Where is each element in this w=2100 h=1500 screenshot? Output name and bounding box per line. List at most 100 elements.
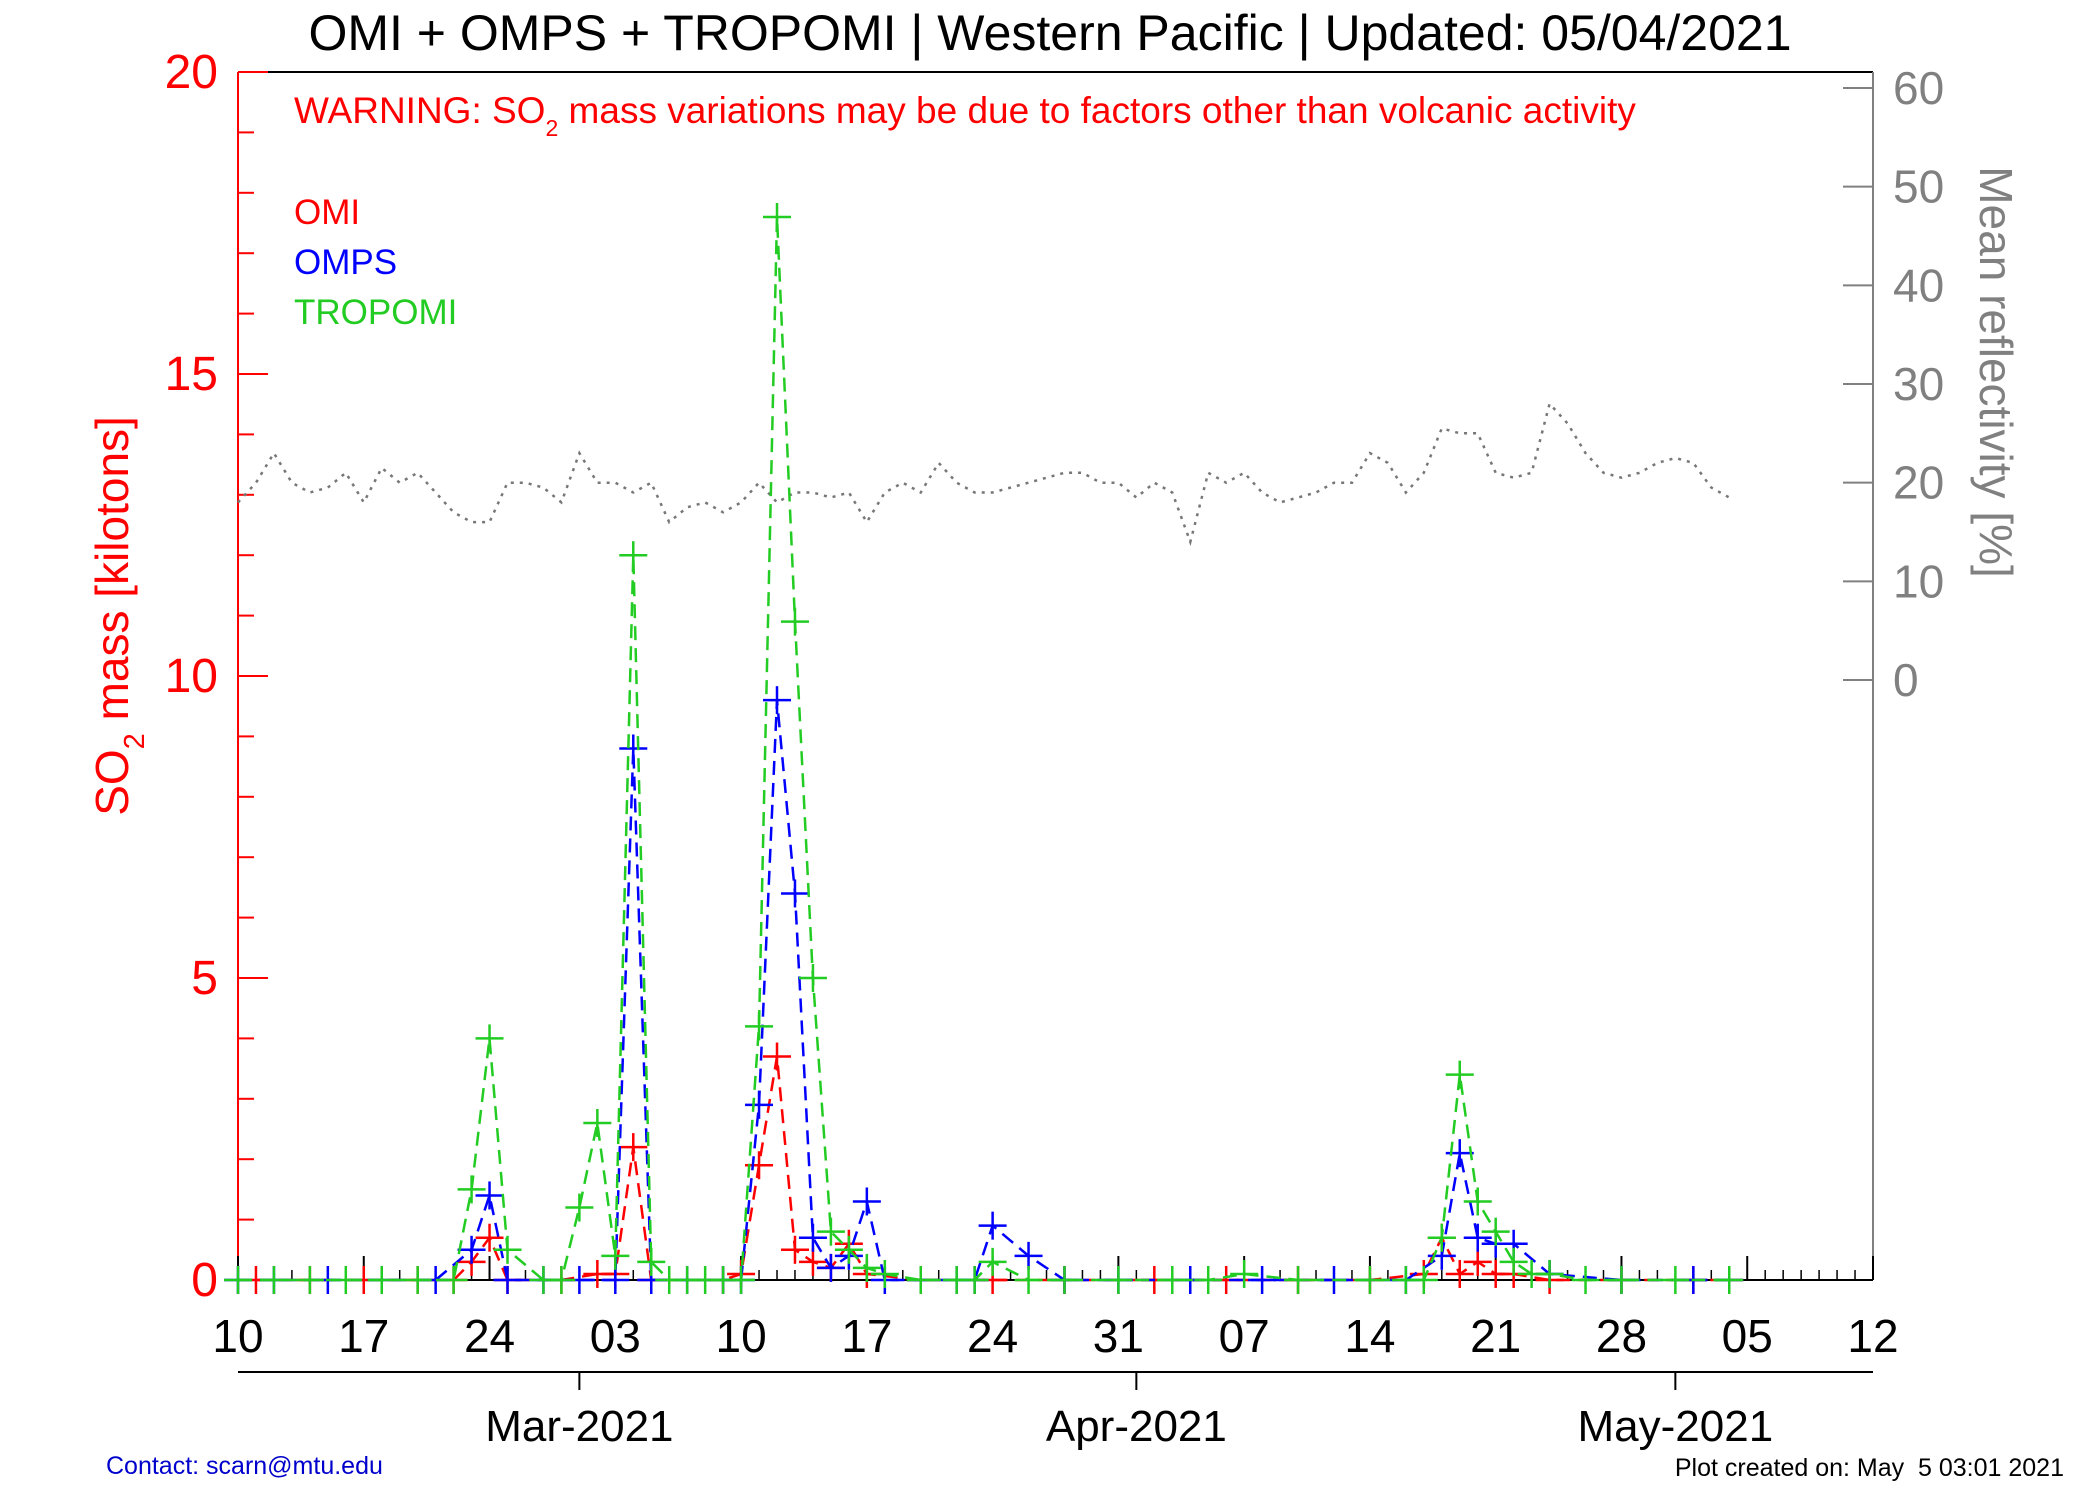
data-point xyxy=(619,734,648,763)
data-point xyxy=(1463,1223,1492,1252)
y2-tick-label: 0 xyxy=(1893,654,1919,706)
month-label: Apr-2021 xyxy=(1046,1402,1227,1451)
data-point xyxy=(1104,1266,1133,1294)
x-tick-label: 24 xyxy=(464,1310,515,1362)
data-point xyxy=(960,1266,989,1294)
y2-tick-label: 20 xyxy=(1893,457,1944,509)
y2-tick-label: 60 xyxy=(1893,62,1944,114)
data-point xyxy=(727,1266,756,1294)
chart-title: OMI + OMPS + TROPOMI | Western Pacific |… xyxy=(308,5,1791,61)
series-line xyxy=(238,700,1730,1282)
data-point xyxy=(745,1012,774,1041)
reflectivity-line xyxy=(237,401,1730,547)
data-point xyxy=(816,1217,845,1246)
y2-tick-label: 40 xyxy=(1893,259,1944,311)
data-point xyxy=(1463,1187,1492,1216)
data-point xyxy=(1715,1266,1744,1294)
data-point xyxy=(798,1247,827,1276)
data-point xyxy=(1050,1266,1079,1294)
data-point xyxy=(763,686,792,715)
data-point xyxy=(798,1223,827,1252)
legend-item-tropomi: TROPOMI xyxy=(294,293,457,332)
data-point xyxy=(1284,1266,1313,1294)
data-point xyxy=(1230,1259,1259,1288)
data-point xyxy=(780,879,809,908)
x-tick-label: 10 xyxy=(715,1310,766,1362)
data-point xyxy=(439,1266,468,1294)
data-point xyxy=(906,1266,935,1294)
footer-contact[interactable]: Contact: scarn@mtu.edu xyxy=(106,1452,383,1480)
y-tick-label: 15 xyxy=(165,348,218,401)
x-tick-label: 28 xyxy=(1596,1310,1647,1362)
data-point xyxy=(1499,1247,1528,1276)
data-point xyxy=(978,1211,1007,1240)
data-point xyxy=(1158,1266,1187,1294)
x-tick-label: 14 xyxy=(1344,1310,1395,1362)
data-point xyxy=(1535,1259,1564,1288)
data-point xyxy=(852,1253,881,1282)
month-label: Mar-2021 xyxy=(485,1402,673,1451)
data-point xyxy=(870,1259,899,1288)
y2-tick-label: 50 xyxy=(1893,161,1944,213)
data-point xyxy=(1481,1217,1510,1246)
data-point xyxy=(852,1187,881,1216)
y-tick-label: 20 xyxy=(165,46,218,99)
data-point xyxy=(1571,1266,1600,1294)
x-tick-label: 31 xyxy=(1093,1310,1144,1362)
series-tropomi xyxy=(224,202,1744,1294)
legend-item-omi: OMI xyxy=(294,193,360,232)
month-label: May-2021 xyxy=(1578,1402,1774,1451)
data-point xyxy=(1014,1266,1043,1294)
data-point xyxy=(1463,1247,1492,1276)
footer-created: Plot created on: May 5 03:01 2021 xyxy=(1675,1454,2064,1482)
data-point xyxy=(780,607,809,636)
data-point xyxy=(745,1090,774,1119)
data-point xyxy=(619,1133,648,1162)
x-tick-label: 21 xyxy=(1470,1310,1521,1362)
y2-axis-title: Mean reflectivity [%] xyxy=(1970,166,2022,578)
y2-tick-label: 30 xyxy=(1893,358,1944,410)
x-tick-label: 05 xyxy=(1722,1310,1773,1362)
data-point xyxy=(637,1247,666,1276)
data-point xyxy=(1445,1259,1474,1288)
data-point xyxy=(1355,1266,1384,1294)
series-omps xyxy=(224,686,1744,1294)
legend: OMI OMPS TROPOMI xyxy=(294,193,457,332)
y-axis-title: SO2 mass [kilotons] xyxy=(86,416,151,816)
data-point xyxy=(493,1235,522,1264)
data-point xyxy=(331,1266,360,1294)
data-point xyxy=(1661,1266,1690,1294)
data-point xyxy=(565,1193,594,1222)
y-tick-label: 10 xyxy=(165,650,218,703)
data-point xyxy=(1427,1223,1456,1252)
data-point xyxy=(493,1266,522,1294)
series-line xyxy=(238,216,1730,1282)
data-point xyxy=(457,1175,486,1204)
x-tick-label: 17 xyxy=(338,1310,389,1362)
data-point xyxy=(978,1247,1007,1276)
data-point xyxy=(763,202,792,231)
data-point xyxy=(403,1266,432,1294)
y-tick-label: 0 xyxy=(191,1254,218,1307)
data-point xyxy=(1409,1266,1438,1294)
data-point xyxy=(295,1266,324,1294)
series-line xyxy=(256,1056,1730,1282)
data-point xyxy=(1248,1266,1277,1294)
data-point xyxy=(1194,1266,1223,1294)
reflectivity-series xyxy=(237,401,1730,547)
y-tick-label: 5 xyxy=(191,952,218,1005)
data-point xyxy=(475,1024,504,1053)
data-point xyxy=(601,1266,630,1294)
plot-area xyxy=(224,202,1744,1294)
data-point xyxy=(367,1266,396,1294)
data-point xyxy=(457,1235,486,1264)
legend-item-omps: OMPS xyxy=(294,243,397,282)
x-tick-label: 12 xyxy=(1847,1310,1898,1362)
data-point xyxy=(816,1253,845,1282)
data-point xyxy=(1607,1266,1636,1294)
data-point xyxy=(1014,1241,1043,1270)
data-point xyxy=(834,1235,863,1264)
warning-text: WARNING: SO2 mass variations may be due … xyxy=(294,90,1636,141)
